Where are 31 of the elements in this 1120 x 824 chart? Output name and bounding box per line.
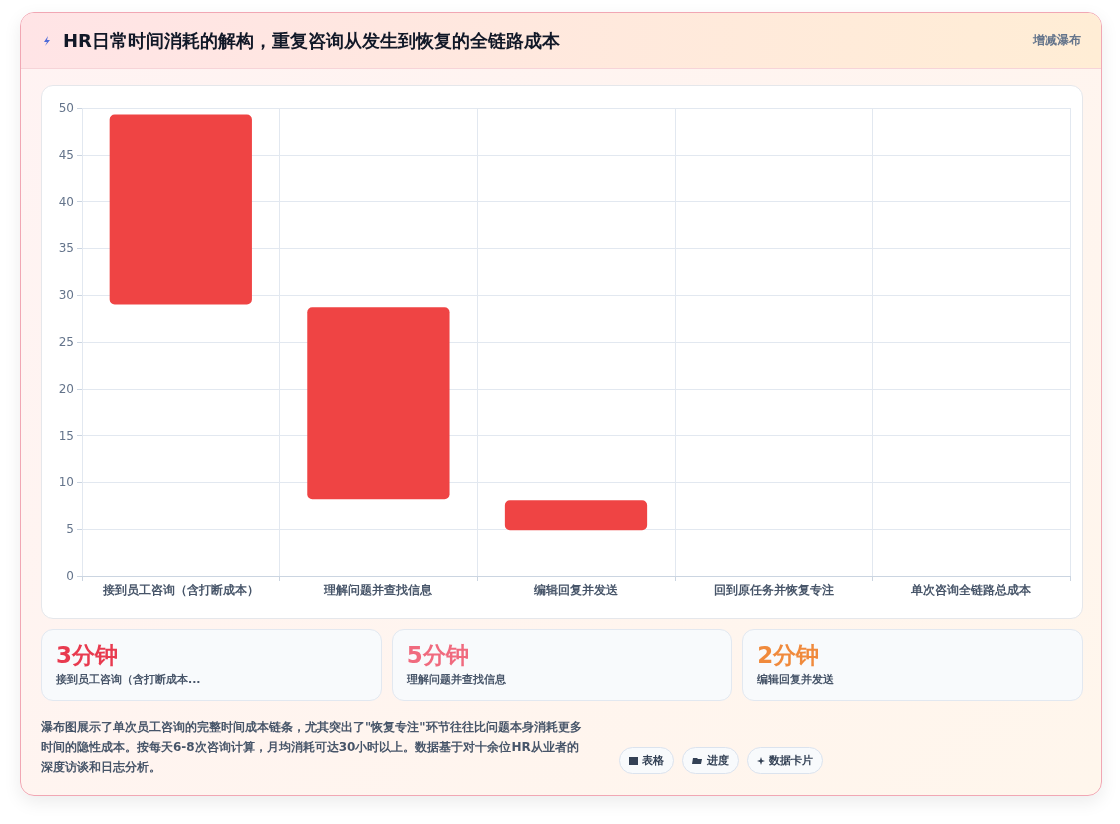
chart-title: HR日常时间消耗的解构，重复咨询从发生到恢复的全链路成本 (63, 28, 560, 53)
x-tick-label: 编辑回复并发送 (533, 583, 619, 597)
text: 5分钟 (406, 641, 470, 670)
text: 表格 (619, 747, 674, 774)
text: 瀑布图展示了单次员工咨询的完整时间成本链条，尤其突出了"恢复专注"环节往往比问题本身消耗更多时间的隐性成本。按每天6-8次咨询计算，月均消耗可达30小时以上。数据基于对十余位HR从业者的深度访谈和日志分析。 (41, 719, 583, 776)
text: 编辑回复并发送 (757, 672, 836, 687)
text: 进度 (682, 747, 739, 774)
text: 接到员工咨询（含打断成本... (56, 672, 202, 687)
y-tick-label: 5 (66, 522, 74, 537)
y-tick-label: 40 (58, 194, 74, 209)
y-tick-label: 50 (58, 101, 74, 115)
x-tick-label: 单次咨询全链路总成本 (910, 583, 1033, 597)
y-tick-label: 0 (66, 569, 74, 583)
y-tick-label: 10 (58, 475, 74, 490)
y-tick-label: 45 (58, 147, 74, 162)
y-tick-label: 20 (58, 381, 74, 396)
y-tick-label: 15 (58, 428, 74, 443)
y-tick-label: 30 (58, 288, 74, 303)
text: 3分钟 (56, 641, 119, 670)
text: 数据卡片 (747, 747, 823, 774)
bar (504, 500, 648, 531)
text: 理解问题并查找信息 (406, 672, 507, 687)
bar (307, 307, 450, 500)
text: 2分钟 (757, 641, 821, 670)
x-tick-label: 接到员工咨询（含打断成本） (101, 583, 259, 597)
x-tick-label: 理解问题并查找信息 (323, 583, 434, 597)
bar (109, 114, 252, 305)
x-tick-label: 回到原任务并恢复专注 (713, 583, 834, 597)
y-tick-label: 35 (58, 241, 74, 256)
text: 增减瀑布 (1033, 32, 1081, 49)
y-tick-label: 25 (58, 335, 74, 349)
